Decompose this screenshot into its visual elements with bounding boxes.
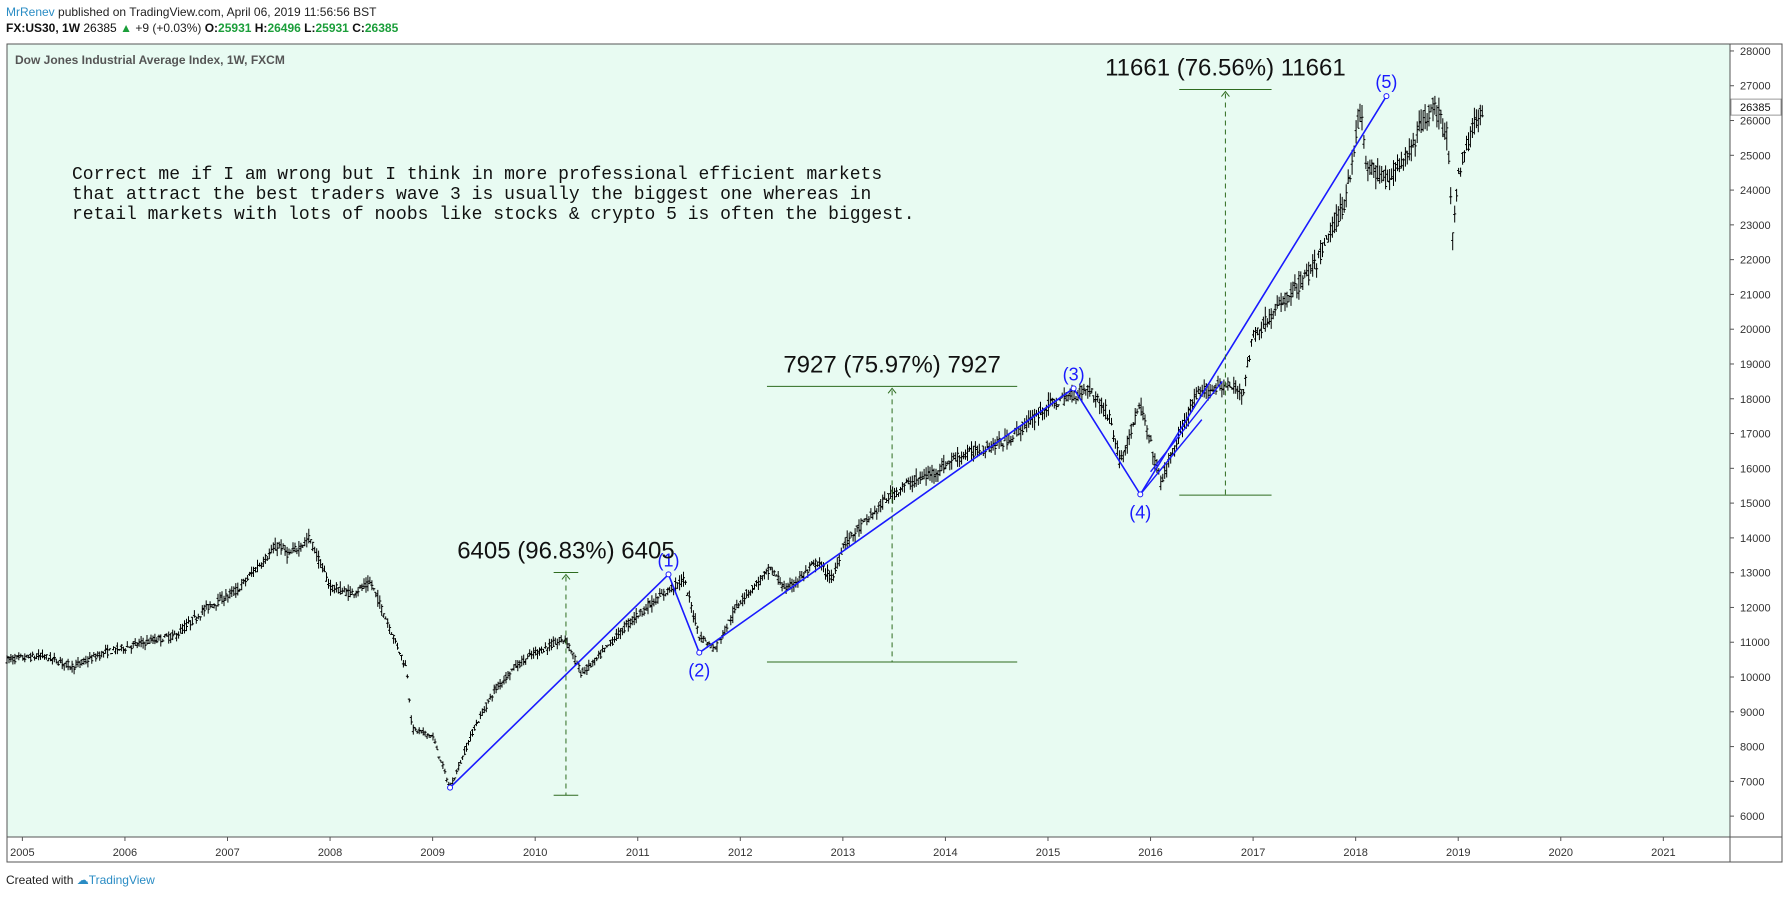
- chart-frame: [6, 43, 1783, 863]
- measurements[interactable]: 6405 (96.83%) 6405 7927 (75.97%) 7927 1166…: [457, 55, 1346, 796]
- x-tick-label: 2011: [626, 847, 650, 859]
- y-tick-label: 16000: [1740, 463, 1771, 475]
- wave-point: [1383, 93, 1390, 100]
- note-line: retail markets with lots of noobs like s…: [72, 205, 915, 225]
- open-label: O:: [204, 21, 219, 35]
- footer: Created with ☁TradingView: [6, 873, 155, 887]
- y-tick-label: 24000: [1740, 185, 1771, 197]
- x-tick-label: 2014: [933, 847, 957, 859]
- wave-segment: [1139, 419, 1203, 495]
- author-link[interactable]: MrRenev: [6, 5, 55, 19]
- x-tick-label: 2012: [728, 847, 752, 859]
- wave-point: [1137, 491, 1144, 498]
- price-bars: [5, 95, 1484, 788]
- wave-point: [665, 571, 672, 578]
- y-tick-label: 8000: [1740, 742, 1764, 754]
- x-tick-label: 2010: [523, 847, 547, 859]
- low-label: L:: [304, 21, 316, 35]
- y-tick-label: 21000: [1740, 289, 1771, 301]
- x-tick-label: 2013: [831, 847, 855, 859]
- open-value: 25931: [218, 21, 252, 35]
- y-tick-label: 13000: [1740, 568, 1771, 580]
- wave-label: (3): [1063, 364, 1085, 384]
- y-tick-label: 25000: [1740, 150, 1771, 162]
- y-tick-label: 18000: [1740, 394, 1771, 406]
- tradingview-link[interactable]: TradingView: [88, 873, 155, 887]
- measure-arrowhead: [887, 387, 897, 394]
- y-tick-label: 22000: [1740, 255, 1771, 267]
- y-tick-label: 12000: [1740, 602, 1771, 614]
- ohlc-line: FX:US30, 1W 26385 ▲ +9 (+0.03%) O:25931 …: [6, 21, 398, 35]
- elliott-wave[interactable]: (1) (2) (3) (4) (5): [447, 72, 1398, 791]
- x-tick-label: 2007: [215, 847, 239, 859]
- y-tick-label: 28000: [1740, 46, 1771, 58]
- wave-point: [1070, 385, 1077, 392]
- y-tick-label: 20000: [1740, 324, 1771, 336]
- low-value: 25931: [315, 21, 349, 35]
- created-with-text: Created with: [6, 873, 74, 887]
- chart-title: Dow Jones Industrial Average Index, 1W, …: [15, 53, 285, 67]
- y-tick-label: 9000: [1740, 707, 1764, 719]
- wave-point: [696, 649, 703, 656]
- x-tick-label: 2006: [113, 847, 137, 859]
- y-tick-label: 23000: [1740, 220, 1771, 232]
- x-tick-label: 2019: [1446, 847, 1470, 859]
- change: +9 (+0.03%): [135, 21, 202, 35]
- price-series: [5, 95, 1484, 788]
- y-tick-label: 19000: [1740, 359, 1771, 371]
- note-line: that attract the best traders wave 3 is …: [72, 185, 871, 205]
- measure-label: 7927 (75.97%) 7927: [783, 351, 1001, 378]
- wave-line: [449, 95, 1388, 789]
- x-tick-label: 2021: [1651, 847, 1675, 859]
- last-price-badge: 26385: [1730, 98, 1782, 116]
- high-label: H:: [254, 21, 268, 35]
- symbol: FX:US30, 1W: [6, 21, 81, 35]
- publish-line: MrRenev published on TradingView.com, Ap…: [6, 5, 376, 19]
- published-text: published on TradingView.com, April 06, …: [58, 5, 377, 19]
- wave-label: (1): [658, 550, 680, 570]
- wave-label: (2): [688, 661, 710, 681]
- close-label: C:: [352, 21, 365, 35]
- note-line: Correct me if I am wrong but I think in …: [72, 165, 882, 185]
- measure-label: 11661 (76.56%) 11661: [1105, 55, 1346, 82]
- measure-label: 6405 (96.83%) 6405: [457, 537, 675, 564]
- y-tick-label: 7000: [1740, 776, 1764, 788]
- last-price-text: 26385: [1740, 102, 1771, 114]
- y-tick-label: 15000: [1740, 498, 1771, 510]
- x-tick-label: 2017: [1241, 847, 1265, 859]
- y-tick-label: 17000: [1740, 429, 1771, 441]
- y-tick-label: 6000: [1740, 811, 1764, 823]
- y-tick-label: 14000: [1740, 533, 1771, 545]
- last-price: 26385: [83, 21, 117, 35]
- y-tick-label: 26000: [1740, 116, 1771, 128]
- plot-area[interactable]: [6, 43, 1731, 838]
- close-value: 26385: [364, 21, 399, 35]
- x-tick-label: 2005: [10, 847, 34, 859]
- measure-arrowhead: [1221, 90, 1230, 97]
- x-tick-label: 2008: [318, 847, 342, 859]
- y-tick-label: 10000: [1740, 672, 1771, 684]
- up-arrow-icon: ▲: [120, 21, 132, 35]
- wave-segment: [1149, 380, 1223, 473]
- y-tick-label: 11000: [1740, 637, 1770, 649]
- last-price-box: [1730, 98, 1782, 116]
- x-tick-label: 2015: [1036, 847, 1060, 859]
- wave-point: [447, 784, 454, 791]
- x-tick-label: 2009: [420, 847, 444, 859]
- x-tick-label: 2016: [1138, 847, 1162, 859]
- time-axis[interactable]: 2005 2006 2007 2008 2009 2010 2011 2012 2013 2014…: [10, 837, 1676, 859]
- wave-label: (4): [1129, 502, 1151, 522]
- wave-label: (5): [1375, 72, 1397, 92]
- y-tick-label: 27000: [1740, 81, 1771, 93]
- x-tick-label: 2020: [1549, 847, 1573, 859]
- x-tick-label: 2018: [1343, 847, 1367, 859]
- note: Correct me if I am wrong but I think in …: [72, 165, 915, 225]
- tradingview-logo-icon[interactable]: ☁: [76, 873, 89, 887]
- high-value: 26496: [267, 21, 301, 35]
- measure-arrowhead: [561, 573, 571, 580]
- price-axis[interactable]: 6000 7000 8000 9000 10000 11000 12000 13000 1400…: [1730, 46, 1771, 823]
